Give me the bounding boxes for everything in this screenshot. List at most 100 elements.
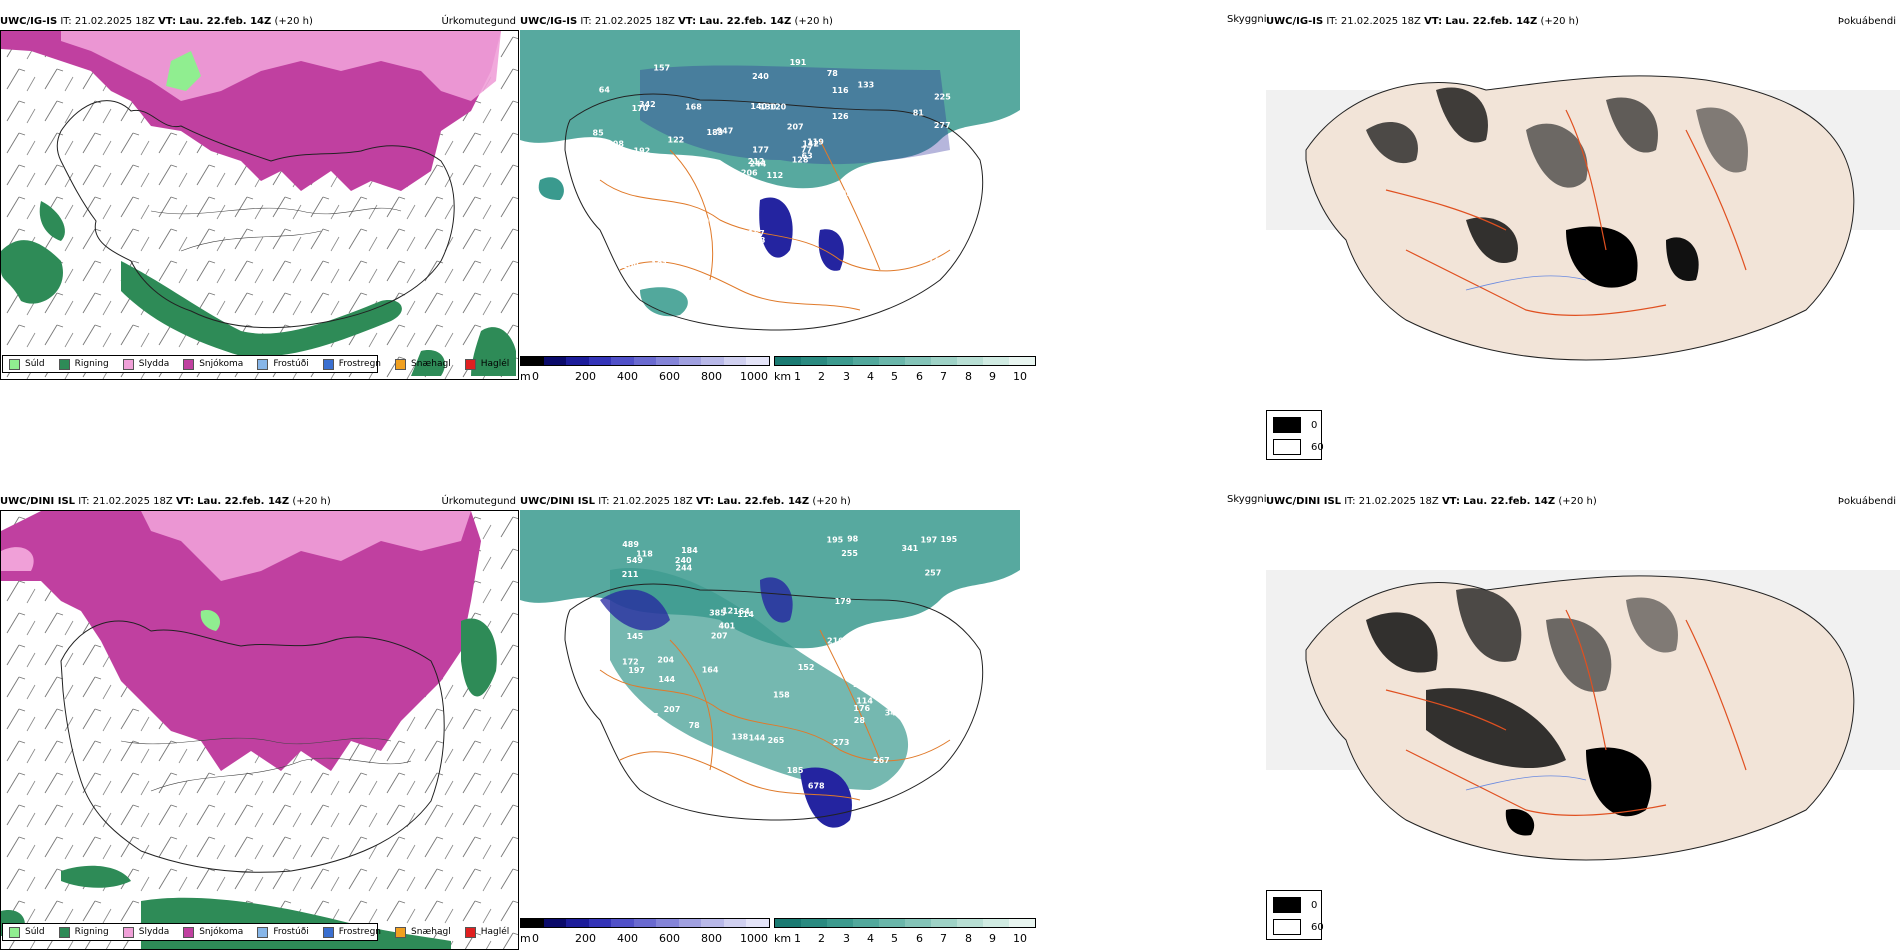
peak-height-label: 158 — [907, 774, 924, 783]
height-unit: m — [520, 932, 531, 945]
panel-header: UWC/IG-IS IT: 21.02.2025 18Z VT: Lau. 22… — [1266, 14, 1900, 30]
fog-map — [1266, 570, 1900, 861]
peak-height-label: 212 — [748, 157, 765, 166]
peak-height-label: 273 — [833, 738, 850, 747]
peak-height-label: 100 — [692, 217, 709, 226]
lead-time: (+20 h) — [1558, 496, 1597, 507]
visibility-tick: 4 — [867, 370, 874, 383]
colorbar-segment — [588, 919, 612, 927]
peak-height-label: 28 — [854, 716, 866, 725]
colorbar-segment — [853, 919, 879, 927]
lead-time: (+20 h) — [274, 16, 313, 27]
peak-height-label: 207 — [711, 632, 728, 641]
peak-height-label: 489 — [622, 540, 639, 549]
peak-height-label: 103 — [686, 254, 703, 263]
visibility-tick: 2 — [818, 932, 825, 945]
it-value: 21.02.2025 18Z — [594, 16, 675, 27]
skyggni-label: Skyggni — [1227, 494, 1267, 505]
peak-height-label: 207 — [787, 122, 804, 131]
panel-title: Þokuábendi — [1837, 496, 1896, 507]
height-colorbar: m 0 200 400 600 800 1000 — [520, 356, 770, 386]
visibility-tick: 1 — [794, 370, 801, 383]
legend-swatch — [322, 926, 334, 938]
peak-height-label: 179 — [835, 597, 852, 606]
legend-swatch — [183, 358, 195, 370]
legend-label: Snæhagl — [411, 927, 451, 937]
visibility-scale — [774, 918, 1036, 928]
peak-height-label: 265 — [768, 736, 785, 745]
peak-height-label: 195 — [941, 535, 958, 544]
peak-height-label: 145 — [910, 669, 927, 678]
legend-swatch — [9, 926, 20, 938]
peak-height-label: 109 — [622, 261, 639, 270]
lead-time: (+20 h) — [794, 16, 833, 27]
colorbar-segment — [611, 357, 634, 365]
peak-height-label: 184 — [681, 546, 698, 555]
peak-height-label: 176 — [853, 704, 870, 713]
lead-time: (+20 h) — [812, 496, 851, 507]
it-label: IT: — [1326, 16, 1338, 27]
visibility-tick: 6 — [916, 932, 923, 945]
colorbar-segment — [983, 357, 1009, 365]
peak-height-label: 114 — [737, 610, 754, 619]
height-tick: 200 — [575, 370, 596, 383]
peak-height-label: 247 — [626, 722, 643, 731]
peak-height-label: 225 — [934, 93, 951, 102]
legend-swatch — [395, 358, 407, 370]
peak-height-label: 148 — [928, 257, 945, 266]
height-tick: 0 — [532, 932, 539, 945]
peak-height-label: 947 — [717, 127, 734, 136]
visibility-tick: 10 — [1013, 932, 1027, 945]
height-tick: 600 — [659, 370, 680, 383]
colorbar-segment — [1009, 357, 1035, 365]
model-name: UWC/IG-IS — [0, 16, 58, 27]
colorbar-segment — [827, 919, 853, 927]
legend-item-frostudi: Frostúði — [257, 358, 309, 370]
legend-label: Súld — [25, 927, 45, 937]
legend-label: Snjókoma — [199, 359, 244, 369]
fog-legend: 0 60 — [1266, 410, 1324, 460]
colorbar-segment — [678, 919, 702, 927]
it-label: IT: — [78, 496, 90, 507]
peak-height-label: 191 — [790, 58, 807, 67]
peak-height-label: 207 — [664, 705, 681, 714]
visibility-tick: 10 — [1013, 370, 1027, 383]
visibility-unit: km — [774, 932, 792, 945]
peak-height-label: 81 — [913, 109, 925, 118]
lead-time: (+20 h) — [1540, 16, 1579, 27]
visibility-colorbar: km 1 2 3 4 5 6 7 8 9 10 — [774, 356, 1036, 386]
colorbar-segment — [566, 919, 589, 927]
peak-height-label: 164 — [702, 666, 719, 675]
colorbar-segment — [656, 357, 679, 365]
height-tick: 800 — [701, 370, 722, 383]
colorbar-segment — [983, 919, 1009, 927]
vt-value: Lau. 22.feb. 14Z — [717, 496, 810, 507]
colorbar-segment — [521, 357, 544, 365]
visibility-tick: 3 — [843, 932, 850, 945]
peak-height-label: 240 — [675, 556, 692, 565]
fog-map — [1266, 75, 1900, 361]
peak-height-label: 75 — [635, 220, 647, 229]
vt-value: Lau. 22.feb. 14Z — [179, 16, 272, 27]
fog-legend-value: 0 — [1311, 419, 1318, 431]
peak-height-label: 401 — [719, 622, 736, 631]
legend-swatch — [464, 358, 476, 370]
precip-map — [1, 31, 518, 379]
peak-height-label: 78 — [689, 721, 701, 730]
height-tick: 200 — [575, 932, 596, 945]
precip-type-panel: UWC/IG-IS IT: 21.02.2025 18Z VT: Lau. 22… — [0, 14, 520, 380]
vt-value: Lau. 22.feb. 14Z — [699, 16, 792, 27]
peak-height-label: 172 — [622, 658, 639, 667]
peak-height-label: 144 — [658, 675, 675, 684]
fog-index-panel: UWC/DINI ISL IT: 21.02.2025 18Z VT: Lau.… — [1266, 494, 1900, 950]
colorbar-segment — [543, 919, 567, 927]
panel-header: UWC/DINI ISL IT: 21.02.2025 18Z VT: Lau.… — [520, 494, 1020, 510]
legend-label: Frostregn — [338, 359, 382, 369]
colorbar-segment — [588, 357, 612, 365]
peak-height-label: 78 — [827, 69, 839, 78]
rain-region — [61, 865, 131, 888]
visibility-tick: 7 — [940, 370, 947, 383]
legend-label: Frostúði — [273, 359, 309, 369]
peak-height-label: 108 — [634, 759, 651, 768]
panel-title: Úrkomutegund — [441, 16, 516, 27]
